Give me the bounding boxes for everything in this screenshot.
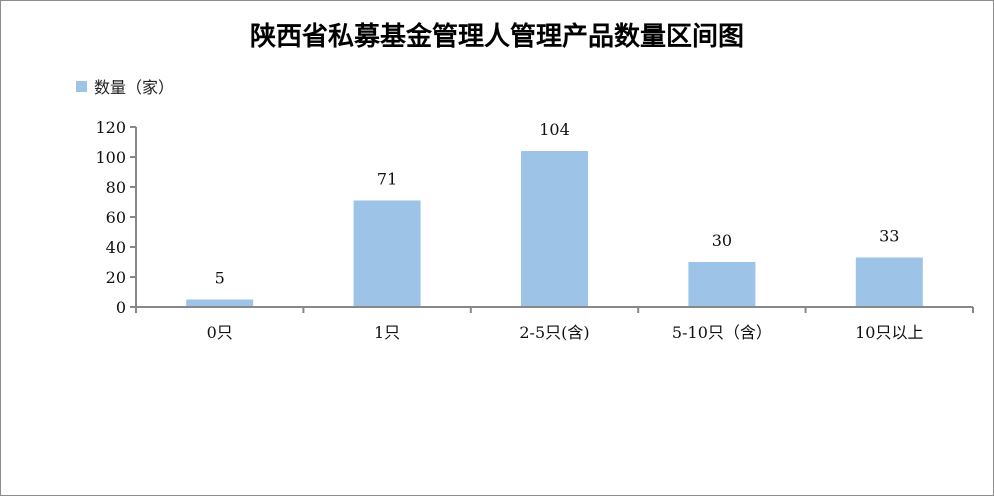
- legend-swatch: [76, 80, 87, 92]
- y-tick-label: 40: [106, 238, 126, 257]
- y-tick-label: 80: [106, 178, 126, 197]
- data-label: 5: [215, 269, 225, 288]
- chart-title: 陕西省私募基金管理人管理产品数量区间图: [249, 22, 744, 52]
- data-label: 33: [879, 227, 899, 246]
- bar: [688, 262, 756, 306]
- legend-label: 数量（家）: [94, 78, 175, 97]
- legend: 数量（家）: [76, 74, 174, 98]
- y-tick-label: 0: [116, 298, 126, 317]
- y-tick-label: 20: [106, 268, 126, 287]
- data-label: 71: [377, 170, 397, 189]
- data-label: 104: [539, 120, 570, 139]
- bar: [855, 257, 923, 306]
- y-tick-label: 100: [95, 148, 126, 167]
- x-tick-label: 1只: [374, 323, 400, 342]
- bar: [186, 299, 254, 306]
- x-tick-label: 5-10只（含）: [672, 323, 772, 342]
- bar: [521, 151, 588, 306]
- x-tick-label: 2-5只(含): [519, 323, 589, 342]
- bar: [353, 200, 421, 306]
- x-tick-label: 0只: [207, 323, 233, 342]
- y-tick-label: 120: [95, 118, 126, 137]
- x-tick-label: 10只以上: [855, 323, 923, 342]
- y-tick-label: 60: [106, 208, 126, 227]
- data-label: 30: [712, 231, 732, 250]
